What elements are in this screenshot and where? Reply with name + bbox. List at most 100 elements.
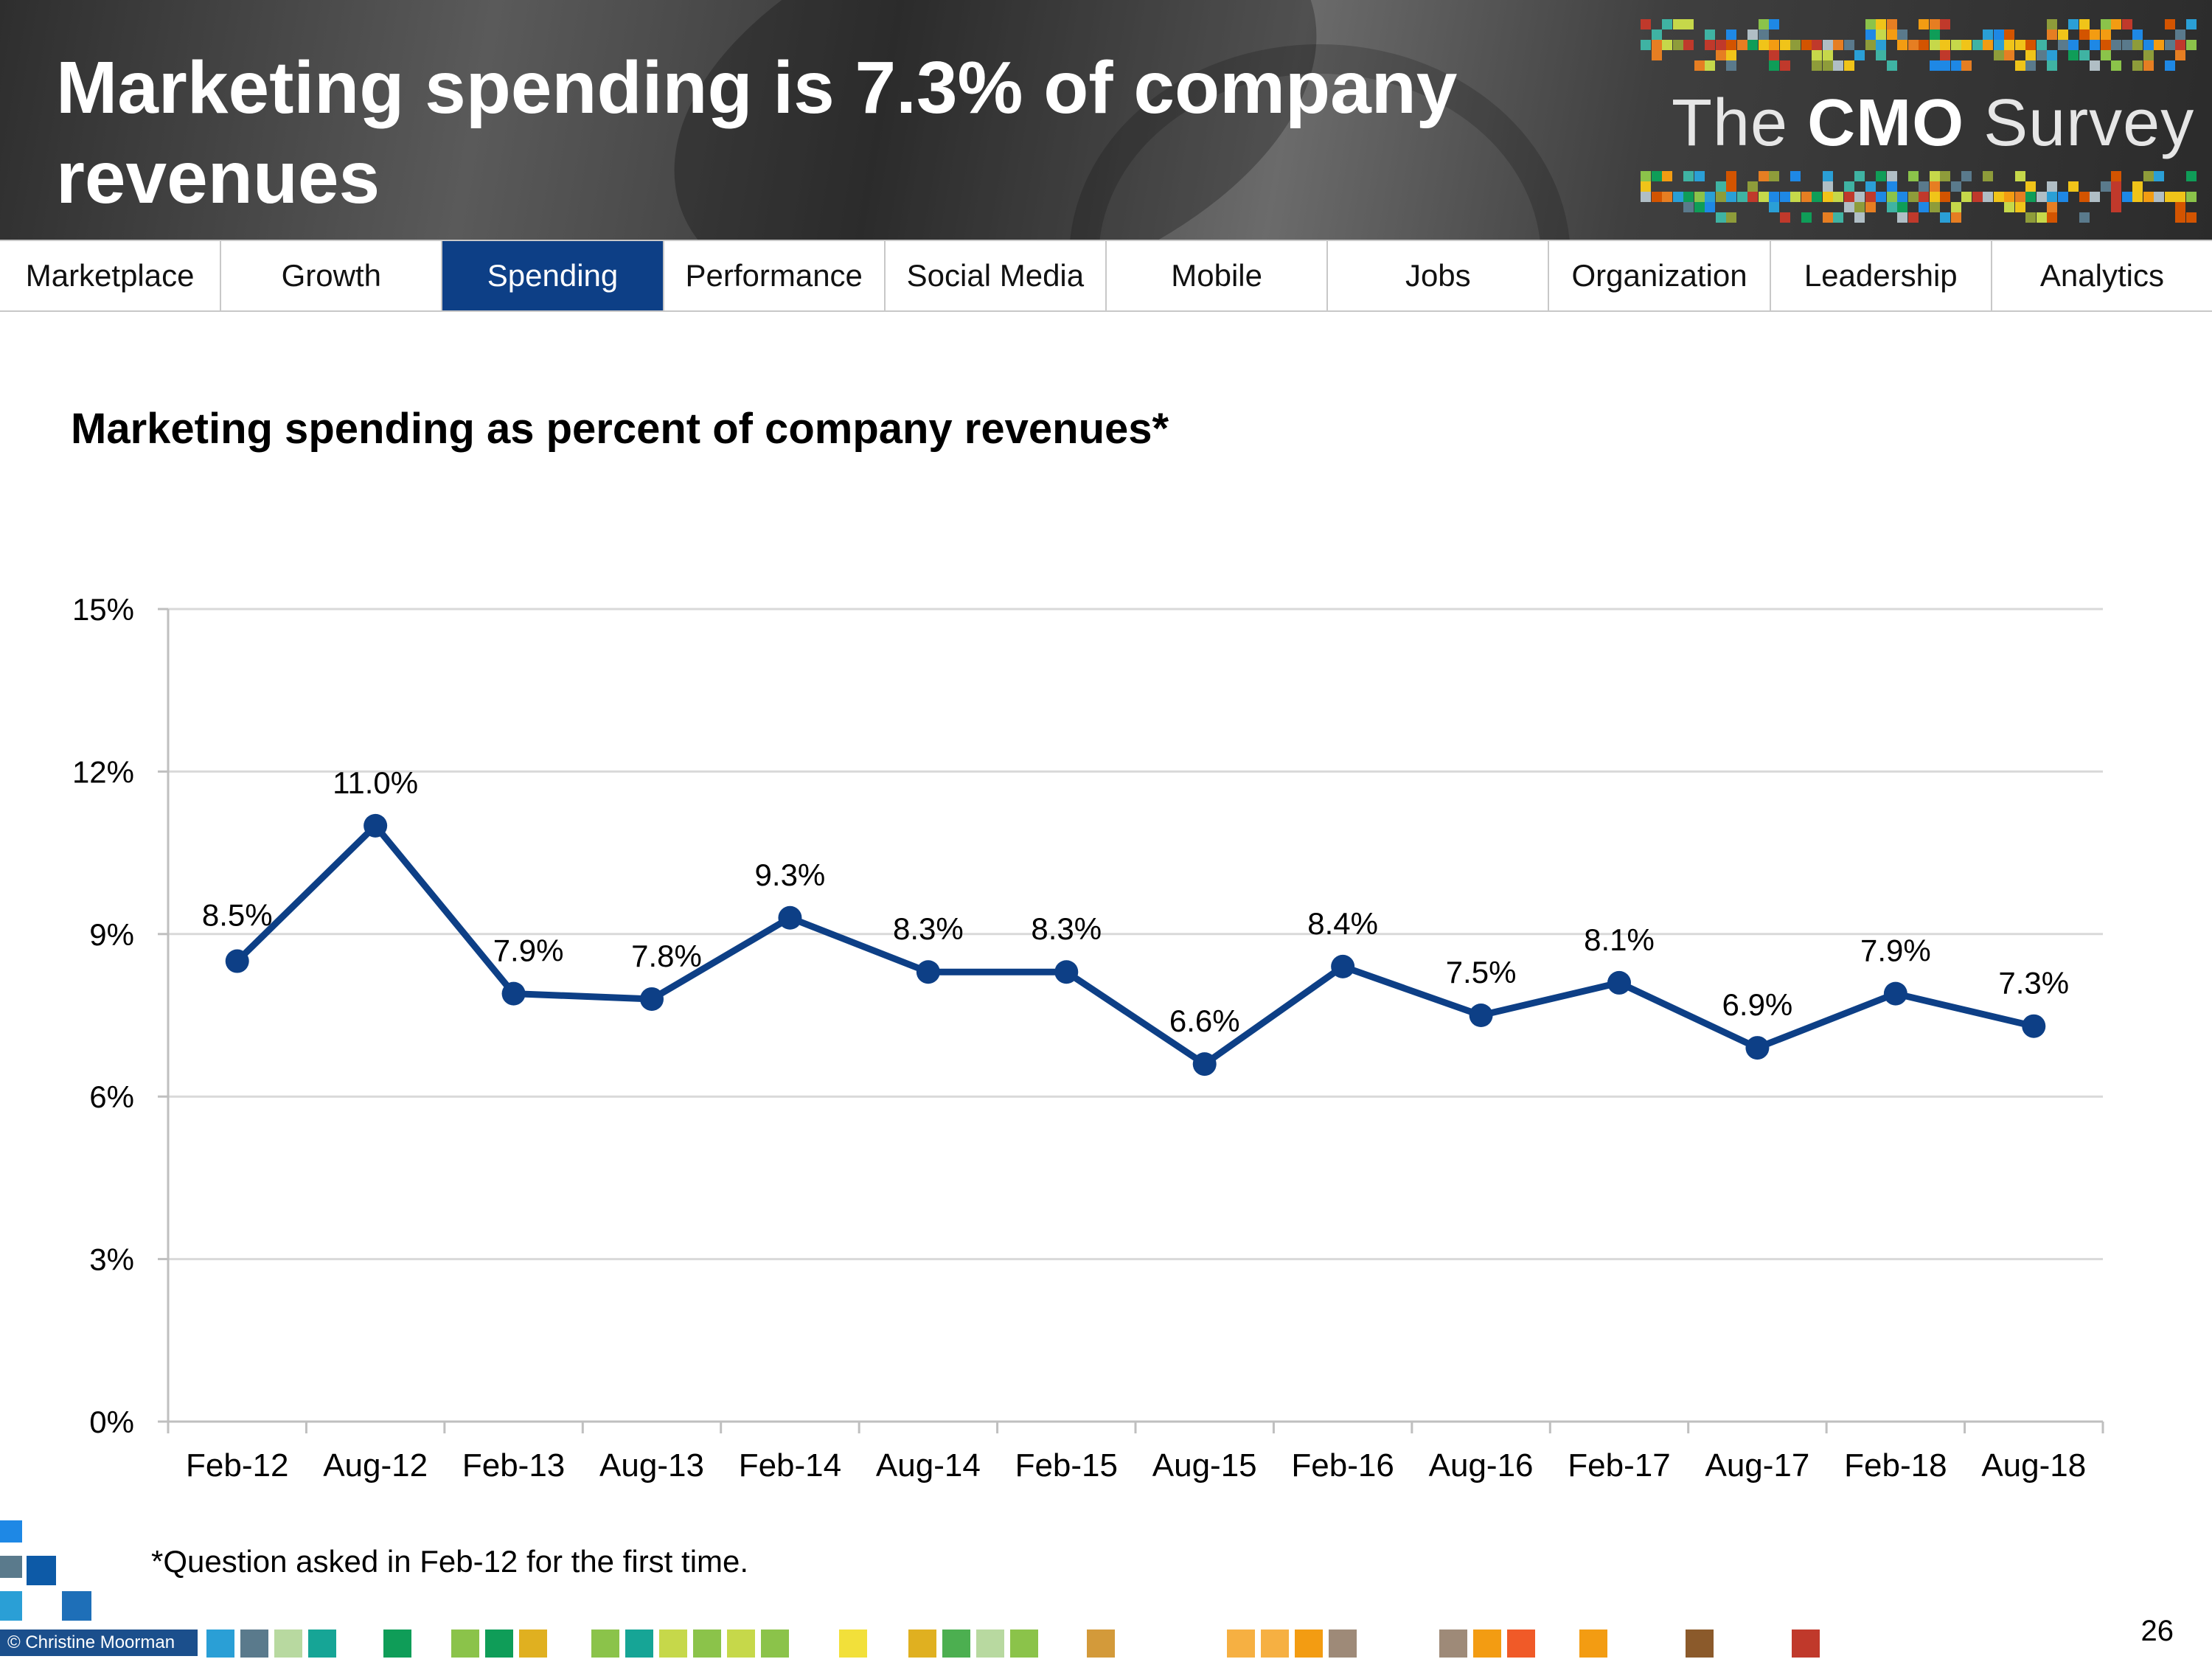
logo-pixel [1715,212,1726,223]
tab-social-media[interactable]: Social Media [886,241,1107,310]
logo-pixel [2004,50,2014,60]
tab-organization[interactable]: Organization [1549,241,1771,310]
data-label: 11.0% [333,765,418,800]
logo-pixel [2175,202,2185,212]
footer-square [1579,1630,1607,1658]
logo-pixel [1876,19,1886,29]
logo-pixel [1683,192,1694,202]
logo-pixel [1801,192,1812,202]
footer-square [839,1630,867,1658]
logo-text: The CMO Survey [1672,86,2194,161]
x-tick-label: Feb-13 [462,1447,565,1484]
data-point [501,981,526,1006]
logo-pixel [2014,40,2025,50]
logo-pixel [2185,19,2197,29]
logo-pixel [2143,60,2154,71]
logo-pixel [2121,19,2132,29]
tab-jobs[interactable]: Jobs [1328,241,1550,310]
x-tick-label: Feb-18 [1844,1447,1947,1484]
logo-pixel [2079,29,2090,40]
logo-pixel [1843,202,1854,212]
logo-pixel [1758,192,1769,202]
footer-square [1329,1630,1357,1658]
tab-analytics[interactable]: Analytics [2039,258,2164,293]
logo-pixel [1694,60,1705,71]
logo-pixel [1705,192,1715,202]
logo-pixel [2132,40,2143,50]
logo-pixel [2121,192,2132,202]
logo-pixel [1950,40,1961,50]
footer-square [62,1591,91,1621]
logo-pixel [1641,181,1651,192]
logo-pixel [2143,50,2154,60]
logo-pixel [1843,192,1854,202]
logo-pixel [1641,171,1651,181]
footer-square [976,1630,1004,1658]
tab-growth[interactable]: Growth [221,241,443,310]
logo-pixel [1779,212,1790,223]
logo-pixel [2175,192,2185,202]
data-label: 7.8% [631,939,702,973]
tab-mobile[interactable]: Mobile [1107,241,1329,310]
logo-pixel [2047,60,2057,71]
data-point [1469,1004,1493,1027]
tab-marketplace[interactable]: Marketplace [0,241,222,310]
logo-pixel [1929,202,1940,212]
logo-pixel [1865,29,1876,40]
data-point [2022,1014,2046,1038]
logo-pixel [1672,40,1683,50]
logo-pixel [2004,40,2014,50]
logo-pixel [1886,171,1897,181]
footer-square [451,1630,479,1658]
logo-pixel [2025,181,2036,192]
logo-pixel [2079,212,2090,223]
footnote: *Question asked in Feb-12 for the first … [151,1544,749,1579]
logo-suffix: Survey [1983,86,2195,160]
logo-pixel [1865,19,1876,29]
logo-pixel [2068,40,2079,50]
logo-pixel [1940,50,1950,60]
data-label: 8.3% [1031,911,1102,946]
footer-square [1010,1630,1038,1658]
x-tick-label: Feb-15 [1015,1447,1118,1484]
logo-pixel [1736,192,1747,202]
logo-pixel-band [1641,171,2201,223]
logo-pixel [1651,29,1662,40]
logo-pixel [1758,19,1769,29]
logo-pixel [1822,40,1833,50]
data-label: 6.9% [1722,987,1793,1022]
logo-pixel [1929,40,1940,50]
logo-pixel [2100,40,2111,50]
logo-pixel [1865,192,1876,202]
data-point [225,949,249,973]
logo-pixel [2185,40,2197,50]
logo-pixel [1950,60,1961,71]
logo-pixel [1822,212,1833,223]
logo-pixel [1843,60,1854,71]
logo-pixel [2111,202,2121,212]
logo-pixel [1790,40,1801,50]
logo-pixel [1833,60,1843,71]
logo-pixel [2057,40,2068,50]
logo-pixel [1651,40,1662,50]
data-point [1054,960,1079,984]
logo-pixel [2100,50,2111,60]
logo-pixel [1726,181,1736,192]
tab-leadership[interactable]: Leadership [1771,241,1992,310]
logo-pixel [1694,202,1705,212]
logo-pixel [1801,212,1812,223]
logo-prefix: The [1672,86,1789,160]
logo-pixel [2025,60,2036,71]
logo-pixel [1961,40,1972,50]
logo-pixel [1801,40,1812,50]
logo-pixel [2079,192,2090,202]
tab-performance[interactable]: Performance [664,241,886,310]
tab-spending[interactable]: Spending [442,241,664,310]
logo-pixel [1726,192,1736,202]
logo-pixel [1950,202,1961,212]
logo-pixel [1940,212,1950,223]
logo-pixel [2185,171,2197,181]
footer-square [519,1630,547,1658]
logo-pixel [1876,171,1886,181]
footer-square [1507,1630,1535,1658]
